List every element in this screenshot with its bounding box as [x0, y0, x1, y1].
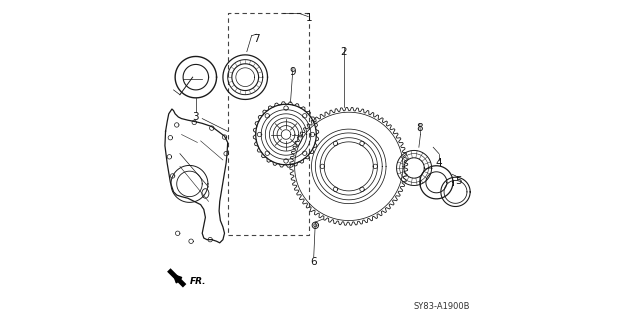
Text: 8: 8: [417, 123, 423, 133]
Text: 6: 6: [310, 257, 317, 267]
Text: 2: 2: [341, 47, 347, 57]
Text: 3: 3: [192, 112, 199, 122]
Text: 9: 9: [290, 68, 296, 77]
Text: 4: 4: [436, 158, 442, 168]
Text: 1: 1: [306, 13, 312, 23]
Text: 5: 5: [455, 176, 462, 186]
Text: 7: 7: [253, 34, 260, 44]
Text: SY83-A1900B: SY83-A1900B: [413, 302, 470, 311]
Text: FR.: FR.: [190, 276, 206, 285]
